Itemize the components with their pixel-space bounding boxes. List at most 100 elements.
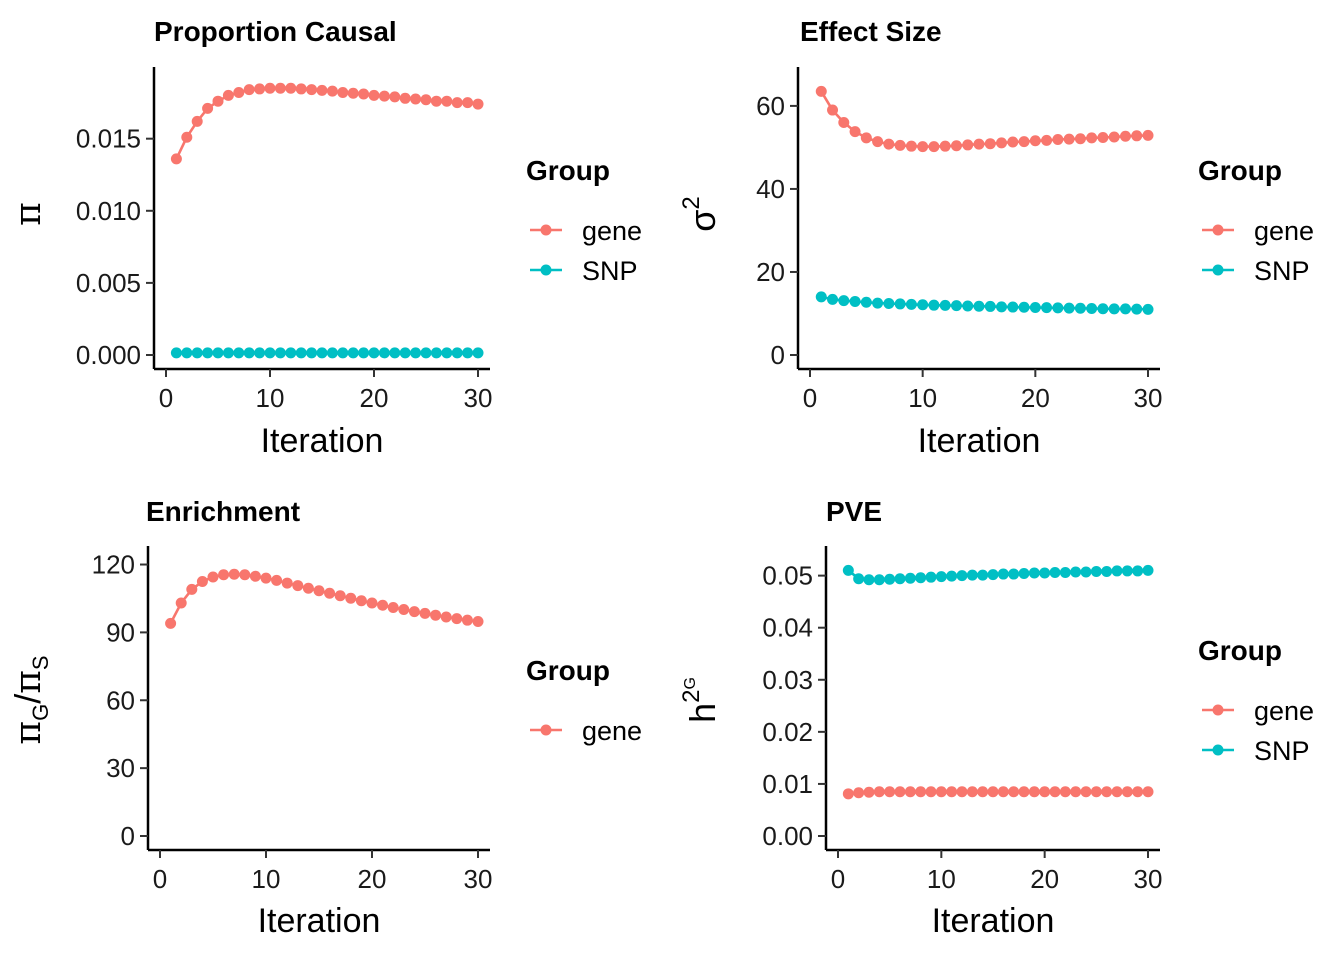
data-point-gene <box>274 82 286 94</box>
data-point-gene <box>1132 786 1144 798</box>
data-point-gene <box>316 84 328 96</box>
data-point-SNP <box>904 572 916 584</box>
data-point-gene <box>987 786 999 798</box>
data-point-gene <box>472 98 484 110</box>
data-point-gene <box>181 131 193 143</box>
legend: Group gene SNP <box>1198 155 1314 286</box>
data-point-gene <box>1059 786 1071 798</box>
data-point-SNP <box>441 347 453 359</box>
data-point-gene <box>399 92 411 104</box>
data-point-gene <box>950 140 962 152</box>
data-point-gene <box>292 580 304 592</box>
legend: Group gene SNP <box>526 155 642 286</box>
legend-key-point <box>1212 264 1224 276</box>
x-tick-label: 30 <box>464 864 493 894</box>
data-point-gene <box>1090 786 1102 798</box>
x-axis-label: Iteration <box>261 422 384 460</box>
panel-title: Effect Size <box>800 16 942 47</box>
x-axis-label: Iteration <box>258 902 381 940</box>
data-point-SNP <box>894 298 906 310</box>
x-tick-label: 20 <box>1030 864 1059 894</box>
data-point-gene <box>1142 786 1154 798</box>
y-axis-label: σ2 <box>678 196 723 232</box>
data-point-gene <box>324 587 336 599</box>
data-point-SNP <box>1008 568 1020 580</box>
y-label-superscript: 2 <box>678 196 705 209</box>
data-point-gene <box>1121 786 1133 798</box>
y-tick-label: 0.02 <box>762 717 813 747</box>
data-point-gene <box>915 786 927 798</box>
data-point-SNP <box>1059 566 1071 578</box>
data-point-gene <box>347 87 359 99</box>
data-point-SNP <box>1101 565 1113 577</box>
y-label-main: π <box>8 202 49 226</box>
data-point-SNP <box>451 347 463 359</box>
data-point-SNP <box>884 573 896 585</box>
data-point-SNP <box>1007 301 1019 313</box>
data-point-gene <box>872 136 884 148</box>
y-tick-label: 0.01 <box>762 769 813 799</box>
data-point-gene <box>973 138 985 150</box>
data-point-SNP <box>1041 302 1053 314</box>
data-point-gene <box>842 788 854 800</box>
panel-title: PVE <box>826 496 882 527</box>
data-point-gene <box>962 139 974 151</box>
panel-0: Proportion Causal 0.000 0.005 0.010 0.015 0 10… <box>8 16 642 460</box>
data-point-SNP <box>977 569 989 581</box>
data-point-gene <box>295 83 307 95</box>
data-point-SNP <box>917 299 929 311</box>
data-point-SNP <box>997 568 1009 580</box>
data-point-SNP <box>883 298 895 310</box>
x-tick-label: 10 <box>927 864 956 894</box>
data-point-SNP <box>849 295 861 307</box>
data-point-SNP <box>939 299 951 311</box>
y-tick-label: 0 <box>771 340 785 370</box>
data-point-gene <box>196 575 208 587</box>
data-point-SNP <box>202 347 214 359</box>
data-point-SNP <box>410 347 422 359</box>
legend-key-point <box>540 264 552 276</box>
data-point-gene <box>302 582 314 594</box>
data-point-SNP <box>243 347 255 359</box>
legend-key-point <box>1212 704 1224 716</box>
data-point-SNP <box>1063 302 1075 314</box>
data-point-gene <box>1097 131 1109 143</box>
data-point-SNP <box>368 347 380 359</box>
data-point-SNP <box>966 569 978 581</box>
data-point-SNP <box>337 347 349 359</box>
data-point-gene <box>377 599 389 611</box>
data-point-gene <box>355 595 367 607</box>
y-tick-label: 60 <box>756 91 785 121</box>
data-point-gene <box>925 786 937 798</box>
panel-title: Enrichment <box>146 496 300 527</box>
data-point-gene <box>337 87 349 99</box>
data-point-gene <box>1086 132 1098 144</box>
data-point-SNP <box>1132 565 1144 577</box>
data-point-gene <box>977 786 989 798</box>
data-point-gene <box>939 140 951 152</box>
data-point-gene <box>884 786 896 798</box>
data-point-gene <box>904 786 916 798</box>
panel-3: PVE 0.00 0.01 0.02 0.03 0.04 0.05 0 10 20 30 Iterat… <box>678 496 1314 940</box>
data-point-gene <box>441 95 453 107</box>
data-point-SNP <box>420 347 432 359</box>
data-point-SNP <box>873 574 885 586</box>
data-point-gene <box>440 611 452 623</box>
data-point-SNP <box>399 347 411 359</box>
data-point-SNP <box>181 347 193 359</box>
data-point-SNP <box>1052 302 1064 314</box>
data-point-gene <box>228 568 240 580</box>
data-point-SNP <box>946 570 958 582</box>
data-point-gene <box>461 614 473 626</box>
legend-key-point <box>1212 224 1224 236</box>
y-tick-label: 90 <box>106 617 135 647</box>
data-point-gene <box>894 786 906 798</box>
legend-label-SNP: SNP <box>1254 736 1310 766</box>
data-point-gene <box>984 138 996 150</box>
data-point-SNP <box>827 293 839 305</box>
data-point-SNP <box>1049 566 1061 578</box>
data-point-SNP <box>295 347 307 359</box>
legend-title: Group <box>526 655 610 686</box>
y-tick-label: 0.05 <box>762 561 813 591</box>
data-point-gene <box>1007 136 1019 148</box>
